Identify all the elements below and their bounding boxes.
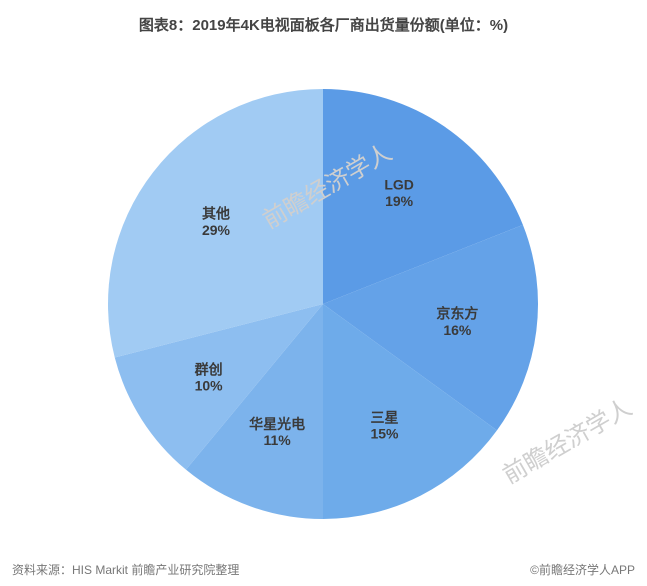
pie-chart: LGD19%京东方16%三星15%华星光电11%群创10%其他29%	[0, 44, 647, 550]
footer-copyright: ©前瞻经济学人APP	[530, 561, 635, 578]
pie-svg: LGD19%京东方16%三星15%华星光电11%群创10%其他29%	[0, 44, 647, 550]
footer: 资料来源：HIS Markit 前瞻产业研究院整理 ©前瞻经济学人APP	[12, 561, 635, 578]
slice-label-群创: 群创10%	[194, 361, 224, 393]
footer-source: 资料来源：HIS Markit 前瞻产业研究院整理	[12, 561, 239, 578]
copyright-symbol: ©	[530, 563, 539, 577]
slice-label-LGD: LGD19%	[384, 176, 414, 208]
slice-label-三星: 三星15%	[370, 409, 399, 441]
footer-app: 前瞻经济学人APP	[539, 563, 635, 577]
chart-title: 图表8：2019年4K电视面板各厂商出货量份额(单位：%)	[0, 0, 647, 35]
slice-label-其他: 其他29%	[202, 205, 231, 237]
